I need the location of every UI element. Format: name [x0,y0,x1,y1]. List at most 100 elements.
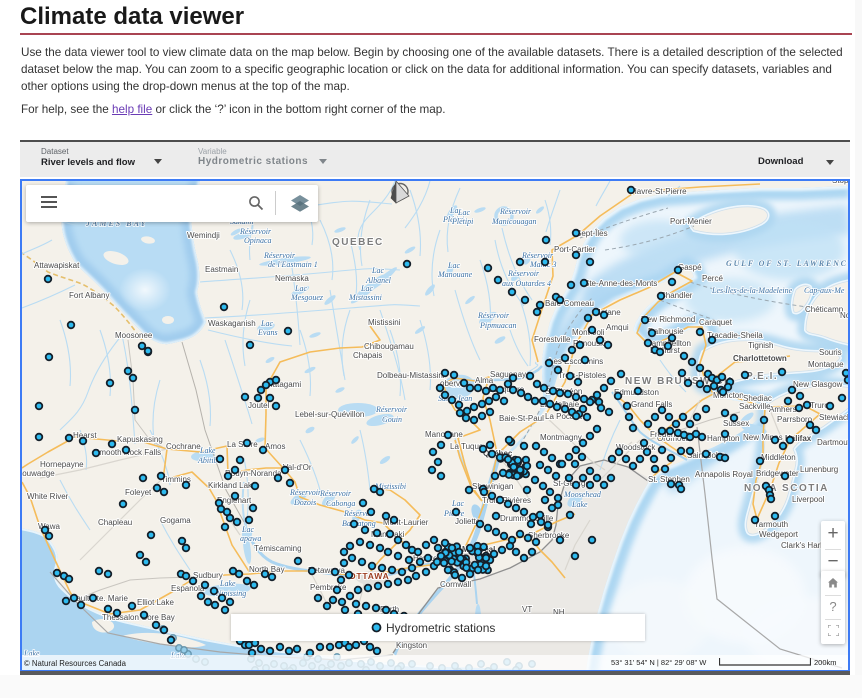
svg-text:Lac: Lac [447,261,460,270]
svg-text:Manouane: Manouane [437,270,473,279]
svg-text:NEW BRUNSWICK: NEW BRUNSWICK [625,376,733,387]
svg-text:Middleton: Middleton [761,453,796,462]
svg-text:Les Îles-de-la-Madeleine: Les Îles-de-la-Madeleine [711,285,793,295]
svg-text:Kapuskasing: Kapuskasing [117,435,163,444]
svg-text:Baskatong: Baskatong [342,519,376,528]
svg-text:Lebel-sur-Quévillon: Lebel-sur-Quévillon [295,410,364,419]
svg-text:Mistissibi: Mistissibi [374,482,406,491]
svg-text:Stewiacke: Stewiacke [819,413,848,422]
svg-text:P.E.I.: P.E.I. [746,371,778,382]
svg-text:Espanola: Espanola [171,584,205,593]
svg-text:Témiscaming: Témiscaming [254,544,302,553]
svg-text:Les Escoumins: Les Escoumins [549,357,603,366]
svg-text:Lac: Lac [294,284,307,293]
svg-text:Lac: Lac [360,284,373,293]
svg-text:Evans: Evans [257,328,278,337]
svg-text:Mesgouez: Mesgouez [290,293,324,302]
svg-text:Petawawa: Petawawa [308,566,345,575]
svg-text:Chéticamp: Chéticamp [805,305,844,314]
svg-text:de l'Eastmain 1: de l'Eastmain 1 [268,260,318,269]
svg-text:Woodstock: Woodstock [616,443,656,452]
svg-text:Saguenay: Saguenay [490,370,526,379]
svg-text:Wemindji: Wemindji [187,231,220,240]
svg-text:Val-d'Or: Val-d'Or [283,463,312,472]
svg-text:Gaspé: Gaspé [678,263,702,272]
svg-text:NH: NH [553,608,565,617]
svg-text:Fort Albany: Fort Albany [69,291,109,300]
svg-text:Gore Bay: Gore Bay [141,613,175,622]
svg-text:Montmagny: Montmagny [540,433,582,442]
svg-text:Rimouski: Rimouski [573,339,606,348]
svg-text:Annapolis Royal: Annapolis Royal [695,470,753,479]
svg-text:Bathurst: Bathurst [650,346,681,355]
svg-text:Mont-Joli: Mont-Joli [572,328,605,337]
svg-text:Gouin: Gouin [382,415,402,424]
svg-text:Cochrane: Cochrane [166,442,201,451]
svg-text:Port-Menier: Port-Menier [670,217,712,226]
svg-text:Plétipi: Plétipi [451,217,473,226]
svg-text:JAMES BAY: JAMES BAY [85,219,147,228]
svg-text:Lake: Lake [219,579,236,588]
svg-text:Opinaca: Opinaca [244,236,272,245]
svg-text:Lac: Lac [371,266,384,275]
svg-text:Elliot Lake: Elliot Lake [137,598,174,607]
svg-text:Chandler: Chandler [660,291,693,300]
svg-text:Dalhousie: Dalhousie [648,327,684,336]
svg-text:Trois-Pistoles: Trois-Pistoles [558,371,606,380]
svg-text:Réservoir: Réservoir [239,227,272,236]
svg-text:Réservoir: Réservoir [319,489,352,498]
svg-text:Tracadie-Sheila: Tracadie-Sheila [707,331,763,340]
svg-text:Drummondville: Drummondville [500,514,554,523]
svg-text:apawa: apawa [240,534,261,543]
svg-text:Réservoir: Réservoir [499,207,532,216]
svg-text:Dozois: Dozois [293,498,316,507]
svg-text:Joliette: Joliette [455,517,481,526]
svg-text:Cabonga: Cabonga [326,499,355,508]
svg-text:Réservoir: Réservoir [375,405,408,414]
svg-text:Réservoir: Réservoir [343,509,376,518]
svg-text:Grand Falls: Grand Falls [631,400,672,409]
svg-text:Clark's Harbour: Clark's Harbour [781,541,837,550]
svg-text:Port-Cartier: Port-Cartier [554,245,596,254]
svg-text:Chapleau: Chapleau [98,518,132,527]
svg-text:Sault Ste. Marie: Sault Ste. Marie [71,594,128,603]
svg-text:Cap-aux-Me: Cap-aux-Me [804,286,845,295]
svg-text:GULF OF ST. LAWRENC: GULF OF ST. LAWRENC [726,259,848,268]
svg-text:Foleyet: Foleyet [125,488,152,497]
svg-text:Tignish: Tignish [748,341,774,350]
svg-text:Havre-St-Pierre: Havre-St-Pierre [631,187,687,196]
svg-text:Englehart: Englehart [217,496,252,505]
svg-text:Lac: Lac [451,380,464,389]
svg-text:Mont-Laurier: Mont-Laurier [383,518,429,527]
svg-text:Charlottetown: Charlottetown [733,354,787,363]
svg-text:Sherbrooke: Sherbrooke [528,531,570,540]
svg-text:Gogama: Gogama [160,516,191,525]
svg-text:Moosonee: Moosonee [115,331,153,340]
svg-text:Alma: Alma [475,376,494,385]
svg-text:Percé: Percé [702,274,723,283]
svg-text:Timmins: Timmins [161,475,191,484]
svg-text:Chapais: Chapais [353,351,382,360]
svg-text:Lac: Lac [260,319,273,328]
svg-text:North Bay: North Bay [249,565,285,574]
svg-text:Albanel: Albanel [365,276,392,285]
svg-text:Forestville: Forestville [534,335,571,344]
svg-text:Eastmain: Eastmain [205,265,238,274]
svg-text:Mistassini: Mistassini [348,293,382,302]
svg-text:Lac: Lac [451,499,464,508]
svg-text:Lac: Lac [449,206,462,215]
svg-text:Rouyn-Noranda: Rouyn-Noranda [225,469,282,478]
svg-text:Nipissing: Nipissing [215,589,246,598]
svg-text:Baie-St-Paul: Baie-St-Paul [499,414,544,423]
svg-text:Sept-Îles: Sept-Îles [576,229,608,238]
svg-text:Réservoir: Réservoir [521,251,554,260]
svg-text:Réservoir: Réservoir [507,269,540,278]
svg-text:Matane: Matane [594,308,621,317]
svg-text:Dartmouth: Dartmouth [817,438,848,447]
svg-text:Hornepayne: Hornepayne [40,460,84,469]
svg-text:New Minas: New Minas [743,433,783,442]
svg-text:VT: VT [522,605,532,614]
svg-text:Québec: Québec [483,449,513,458]
svg-text:Réservoir: Réservoir [263,251,296,260]
svg-text:Matagami: Matagami [266,380,301,389]
